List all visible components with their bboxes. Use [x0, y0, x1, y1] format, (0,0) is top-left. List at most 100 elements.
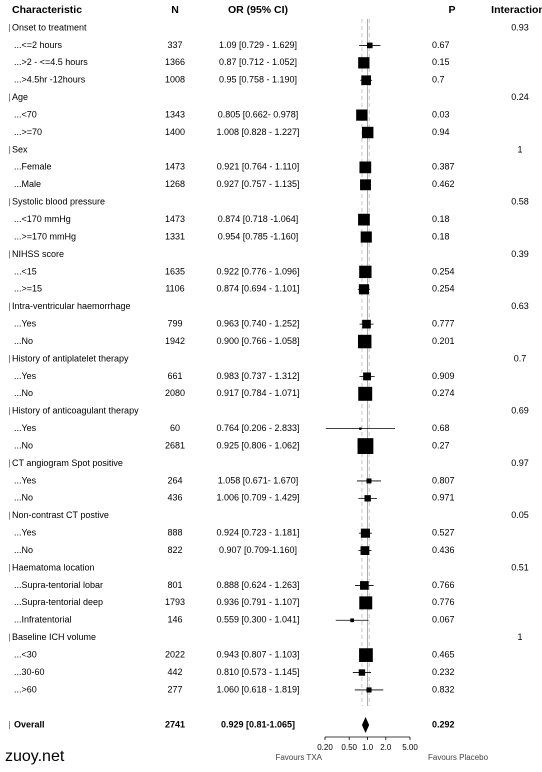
or-box	[363, 372, 371, 381]
header-n: N	[171, 4, 179, 16]
p-value: 0.292	[432, 719, 455, 729]
row-label: ...Yes	[14, 475, 37, 485]
row-label: ...Female	[14, 162, 52, 172]
or-ci: 1.060 [0.618 - 1.819]	[216, 684, 299, 694]
group-marker	[9, 633, 10, 642]
p-value: 0.909	[432, 371, 455, 381]
or-box	[359, 265, 372, 279]
row-label: ...<=2 hours	[14, 40, 63, 50]
interaction-p: 0.58	[511, 197, 529, 207]
row-label: ...>=70	[14, 127, 42, 137]
group-marker	[9, 511, 10, 520]
or-box	[359, 427, 362, 430]
group-marker	[9, 93, 10, 102]
interaction-p: 0.69	[511, 406, 529, 416]
n-value: 277	[167, 684, 182, 694]
or-box	[360, 231, 372, 243]
row-label: ...Yes	[14, 371, 37, 381]
or-ci: 0.95 [0.758 - 1.190]	[219, 75, 297, 85]
or-box	[357, 438, 374, 454]
p-value: 0.387	[432, 162, 455, 172]
p-value: 0.15	[432, 57, 450, 67]
n-value: 2681	[165, 440, 185, 450]
p-value: 0.067	[432, 615, 455, 625]
n-value: 337	[167, 40, 182, 50]
p-value: 0.27	[432, 440, 450, 450]
interaction-p: 0.93	[511, 22, 529, 32]
n-value: 264	[167, 475, 182, 485]
or-box	[366, 478, 372, 484]
or-box	[358, 669, 366, 676]
group-label: History of anticoagulant therapy	[12, 406, 139, 416]
or-box	[360, 528, 370, 538]
n-value: 1268	[165, 179, 185, 189]
group-marker	[9, 145, 10, 154]
row-label: ...Yes	[14, 528, 37, 538]
or-box	[358, 213, 370, 226]
p-value: 0.462	[432, 179, 455, 189]
or-ci: 0.907 [0.709-1.160]	[219, 545, 297, 555]
interaction-p: 0.7	[514, 353, 527, 363]
header-or: OR (95% CI)	[228, 4, 288, 16]
n-value: 1343	[165, 109, 185, 119]
group-label: CT angiogram Spot positive	[12, 458, 123, 468]
group-marker	[9, 564, 10, 573]
row-label: ...>4.5hr -12hours	[14, 75, 86, 85]
or-box	[360, 546, 370, 555]
or-ci: 0.900 [0.766 - 1.058]	[216, 336, 299, 346]
interaction-p: 0.24	[511, 92, 529, 102]
overall-diamond	[361, 717, 370, 733]
or-box	[366, 687, 372, 693]
n-value: 1942	[165, 336, 185, 346]
or-box	[357, 334, 372, 349]
favours-right: Favours Placebo	[428, 753, 489, 762]
or-ci: 0.764 [0.206 - 2.833]	[216, 423, 299, 433]
p-value: 0.971	[432, 493, 455, 503]
row-label: ...Yes	[14, 423, 37, 433]
n-value: 1473	[165, 162, 185, 172]
p-value: 0.274	[432, 388, 455, 398]
interaction-p: 0.51	[511, 562, 529, 572]
x-tick-label: 1.0	[362, 743, 374, 752]
row-label: ...>=15	[14, 284, 42, 294]
or-box	[359, 161, 372, 174]
interaction-p: 1	[517, 632, 522, 642]
or-ci: 0.922 [0.776 - 1.096]	[216, 266, 299, 276]
p-value: 0.465	[432, 649, 455, 659]
header-characteristic: Characteristic	[12, 4, 82, 16]
or-ci: 0.943 [0.807 - 1.103]	[216, 649, 299, 659]
or-ci: 0.87 [0.712 - 1.052]	[219, 57, 297, 67]
or-ci: 0.917 [0.784 - 1.071]	[216, 388, 299, 398]
group-label: Onset to treatment	[12, 22, 87, 32]
p-value: 0.232	[432, 667, 455, 677]
row-label: ...<70	[14, 109, 37, 119]
row-label: ...<15	[14, 266, 37, 276]
row-label: ...Supra-tentorial deep	[14, 597, 103, 607]
x-tick-label: 2.0	[380, 743, 392, 752]
n-value: 1793	[165, 597, 185, 607]
group-label: History of antiplatelet therapy	[12, 353, 129, 363]
x-tick-label: 0.50	[341, 743, 357, 752]
group-marker	[9, 354, 10, 363]
or-ci: 0.559 [0.300 - 1.041]	[216, 615, 299, 625]
p-value: 0.527	[432, 528, 455, 538]
n-value: 1366	[165, 57, 185, 67]
or-box	[361, 75, 371, 86]
watermark: zuoy.net	[5, 748, 65, 765]
n-value: 1473	[165, 214, 185, 224]
or-box	[360, 581, 369, 590]
or-box	[350, 618, 354, 623]
or-box	[366, 42, 373, 49]
group-label: Systolic blood pressure	[12, 197, 105, 207]
row-label: ...No	[14, 493, 33, 503]
row-label: ...Male	[14, 179, 41, 189]
or-ci: 0.954 [0.785 -1.160]	[218, 231, 299, 241]
group-label: Haematoma location	[12, 562, 95, 572]
interaction-p: 0.63	[511, 301, 529, 311]
group-marker	[9, 198, 10, 207]
p-value: 0.832	[432, 684, 455, 694]
x-tick-label: 0.20	[317, 743, 333, 752]
p-value: 0.201	[432, 336, 455, 346]
interaction-p: 1	[517, 144, 522, 154]
